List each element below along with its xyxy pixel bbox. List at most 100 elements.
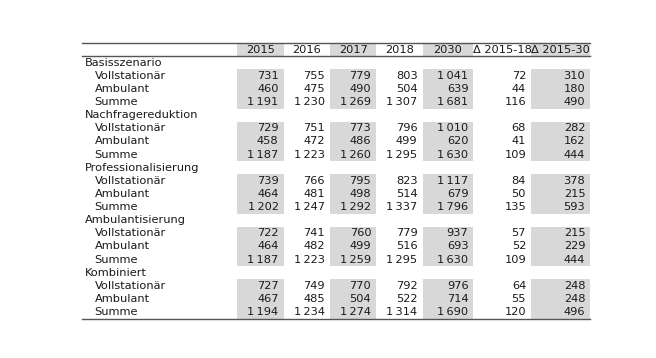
Bar bbox=[330, 148, 377, 161]
Text: 458: 458 bbox=[257, 136, 279, 146]
Text: Δ 2015-18: Δ 2015-18 bbox=[473, 44, 532, 54]
Bar bbox=[377, 200, 422, 214]
Text: 248: 248 bbox=[564, 281, 585, 291]
Bar bbox=[531, 148, 590, 161]
Bar bbox=[377, 305, 422, 319]
Bar bbox=[531, 135, 590, 148]
Text: 803: 803 bbox=[396, 71, 418, 81]
Bar bbox=[283, 82, 330, 96]
Bar bbox=[82, 187, 237, 200]
Bar bbox=[474, 200, 531, 214]
Text: 475: 475 bbox=[303, 84, 325, 94]
Bar bbox=[283, 266, 330, 279]
Bar bbox=[283, 279, 330, 292]
Text: Ambulant: Ambulant bbox=[94, 189, 150, 199]
Bar bbox=[531, 305, 590, 319]
Text: Kombiniert: Kombiniert bbox=[85, 268, 147, 278]
Bar bbox=[237, 148, 283, 161]
Bar bbox=[474, 253, 531, 266]
Bar bbox=[330, 122, 377, 135]
Bar bbox=[422, 82, 474, 96]
Bar bbox=[283, 69, 330, 82]
Bar bbox=[237, 43, 283, 56]
Bar bbox=[377, 122, 422, 135]
Text: 620: 620 bbox=[447, 136, 468, 146]
Bar bbox=[422, 227, 474, 240]
Text: 729: 729 bbox=[257, 123, 279, 133]
Text: 57: 57 bbox=[512, 228, 526, 238]
Bar bbox=[237, 56, 283, 69]
Text: 749: 749 bbox=[303, 281, 325, 291]
Bar bbox=[377, 227, 422, 240]
Text: Ambulantisierung: Ambulantisierung bbox=[85, 215, 186, 225]
Text: Vollstationär: Vollstationär bbox=[94, 71, 166, 81]
Bar bbox=[82, 279, 237, 292]
Text: Summe: Summe bbox=[94, 97, 138, 107]
Bar bbox=[422, 148, 474, 161]
Text: 1 307: 1 307 bbox=[386, 97, 418, 107]
Text: 1 202: 1 202 bbox=[247, 202, 279, 212]
Text: 1 191: 1 191 bbox=[247, 97, 279, 107]
Text: 485: 485 bbox=[303, 294, 325, 304]
Text: 504: 504 bbox=[350, 294, 371, 304]
Bar bbox=[82, 148, 237, 161]
Bar bbox=[330, 108, 377, 122]
Text: 1 187: 1 187 bbox=[247, 255, 279, 265]
Bar bbox=[330, 56, 377, 69]
Text: 727: 727 bbox=[257, 281, 279, 291]
Text: 679: 679 bbox=[447, 189, 468, 199]
Bar bbox=[474, 305, 531, 319]
Bar bbox=[531, 174, 590, 187]
Bar bbox=[422, 96, 474, 108]
Text: 714: 714 bbox=[447, 294, 468, 304]
Text: 496: 496 bbox=[564, 307, 585, 317]
Text: 1 796: 1 796 bbox=[438, 202, 468, 212]
Bar bbox=[422, 240, 474, 253]
Text: 1 260: 1 260 bbox=[340, 150, 371, 160]
Bar bbox=[82, 240, 237, 253]
Text: 180: 180 bbox=[564, 84, 585, 94]
Bar bbox=[531, 240, 590, 253]
Text: 248: 248 bbox=[564, 294, 585, 304]
Text: 796: 796 bbox=[396, 123, 418, 133]
Bar bbox=[377, 240, 422, 253]
Bar bbox=[531, 161, 590, 174]
Bar bbox=[377, 148, 422, 161]
Bar bbox=[283, 43, 330, 56]
Text: 162: 162 bbox=[564, 136, 585, 146]
Bar bbox=[283, 253, 330, 266]
Bar bbox=[283, 227, 330, 240]
Text: 516: 516 bbox=[396, 241, 418, 251]
Text: 499: 499 bbox=[396, 136, 418, 146]
Bar bbox=[531, 292, 590, 305]
Text: Ambulant: Ambulant bbox=[94, 136, 150, 146]
Bar bbox=[330, 161, 377, 174]
Text: 84: 84 bbox=[512, 176, 526, 186]
Text: 490: 490 bbox=[564, 97, 585, 107]
Bar bbox=[237, 108, 283, 122]
Text: 282: 282 bbox=[564, 123, 585, 133]
Bar bbox=[237, 187, 283, 200]
Bar bbox=[237, 161, 283, 174]
Bar bbox=[283, 122, 330, 135]
Text: 779: 779 bbox=[396, 228, 418, 238]
Text: 109: 109 bbox=[504, 255, 526, 265]
Bar bbox=[283, 187, 330, 200]
Text: 795: 795 bbox=[350, 176, 371, 186]
Bar bbox=[422, 187, 474, 200]
Bar bbox=[531, 82, 590, 96]
Text: 1 292: 1 292 bbox=[340, 202, 371, 212]
Bar bbox=[330, 135, 377, 148]
Bar bbox=[330, 43, 377, 56]
Text: 741: 741 bbox=[303, 228, 325, 238]
Bar bbox=[330, 305, 377, 319]
Bar bbox=[422, 266, 474, 279]
Bar bbox=[377, 96, 422, 108]
Bar bbox=[82, 200, 237, 214]
Bar bbox=[474, 187, 531, 200]
Bar bbox=[330, 292, 377, 305]
Bar bbox=[82, 227, 237, 240]
Bar bbox=[531, 43, 590, 56]
Text: 739: 739 bbox=[257, 176, 279, 186]
Bar bbox=[474, 148, 531, 161]
